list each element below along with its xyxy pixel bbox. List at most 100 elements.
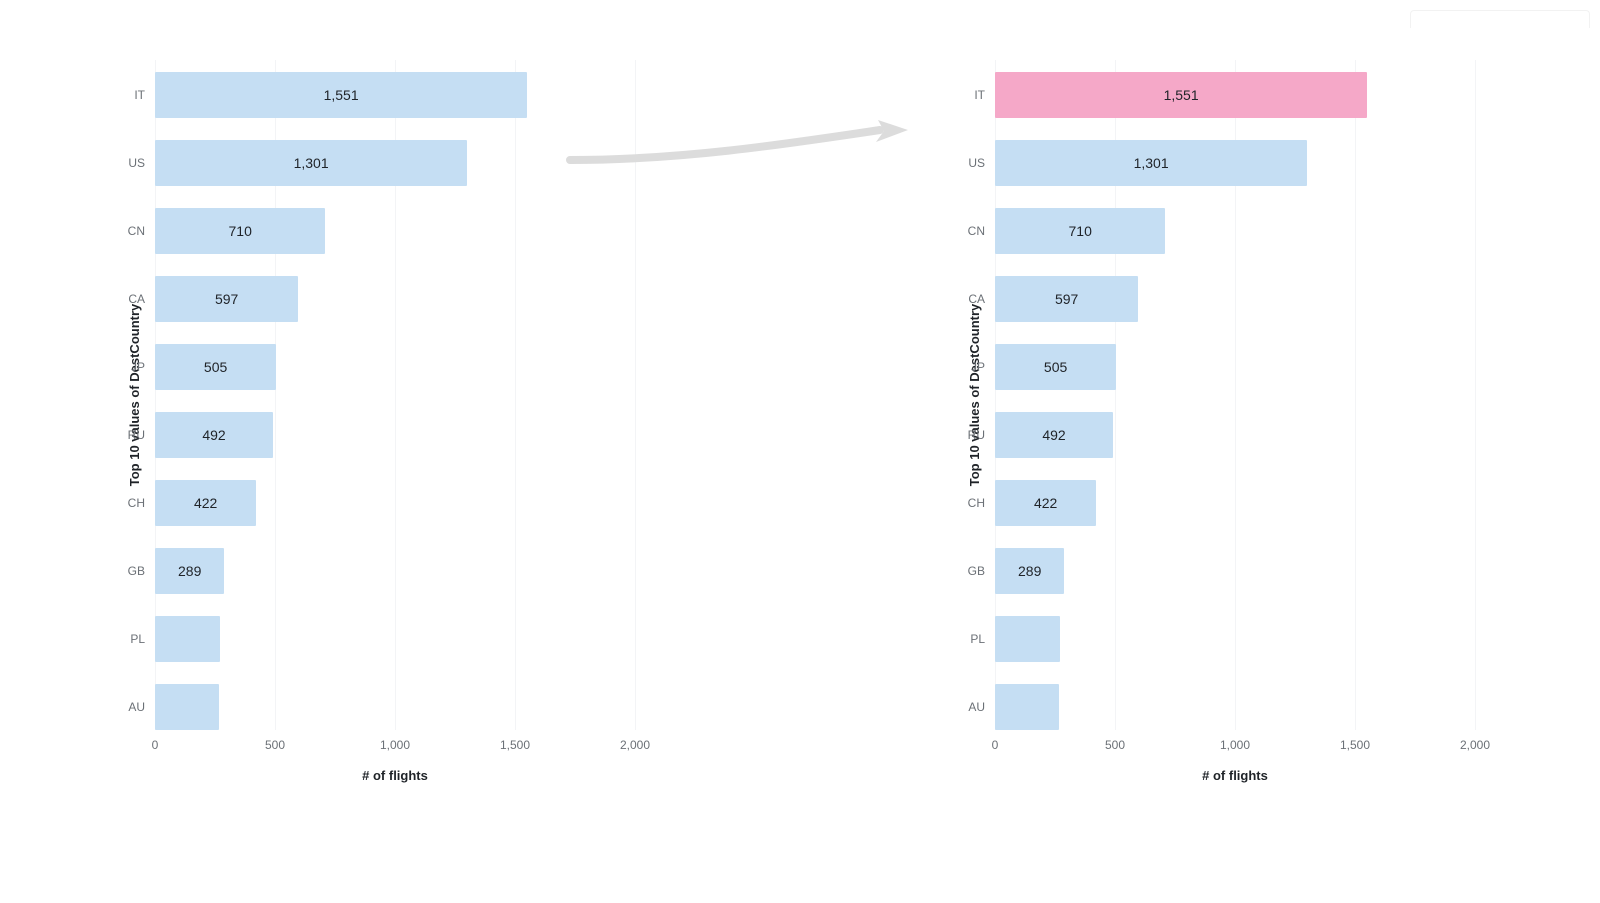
ytick-label: CN [128, 224, 145, 238]
chart-right: Top 10 values of DestCountry # of flight… [940, 60, 1475, 730]
arrow-icon [560, 100, 920, 190]
ytick-label: US [128, 156, 145, 170]
bar-value-label: 1,301 [294, 155, 329, 171]
chart-left-xlabel: # of flights [362, 768, 428, 783]
gridline [515, 60, 516, 730]
bar[interactable]: 710 [995, 208, 1165, 254]
ytick-label: AU [128, 700, 145, 714]
ytick-label: IT [134, 88, 145, 102]
chart-right-ylabel: Top 10 values of DestCountry [967, 304, 982, 487]
ytick-label: GB [968, 564, 985, 578]
bar-row: US1,301 [155, 140, 467, 186]
bar-value-label: 505 [204, 359, 227, 375]
bar-row: RU492 [995, 412, 1113, 458]
chart-right-xaxis: 05001,0001,5002,000 [995, 738, 1475, 758]
bar[interactable] [995, 684, 1059, 730]
bar-row: CH422 [995, 480, 1096, 526]
xtick-label: 1,000 [380, 738, 410, 752]
bar-value-label: 597 [215, 291, 238, 307]
gridline [1355, 60, 1356, 730]
canvas: Top 10 values of DestCountry # of flight… [0, 0, 1600, 903]
bar-row: PL [155, 616, 220, 662]
bar-value-label: 1,551 [1164, 87, 1199, 103]
bar-row: IT1,551 [995, 72, 1367, 118]
bar-value-label: 710 [1069, 223, 1092, 239]
bar-row: RU492 [155, 412, 273, 458]
bar-value-label: 289 [1018, 563, 1041, 579]
bar-value-label: 492 [202, 427, 225, 443]
bar-row: GB289 [995, 548, 1064, 594]
bar-value-label: 505 [1044, 359, 1067, 375]
bar-value-label: 1,551 [324, 87, 359, 103]
transition-arrow [560, 100, 920, 190]
chart-right-xlabel: # of flights [1202, 768, 1268, 783]
bar-value-label: 289 [178, 563, 201, 579]
bar[interactable]: 597 [995, 276, 1138, 322]
bar-row: CN710 [155, 208, 325, 254]
ytick-label: GB [128, 564, 145, 578]
xtick-label: 500 [1105, 738, 1125, 752]
bar-row: GB289 [155, 548, 224, 594]
ytick-label: CH [968, 496, 985, 510]
bar[interactable]: 1,301 [995, 140, 1307, 186]
ytick-label: US [968, 156, 985, 170]
ytick-label: AU [968, 700, 985, 714]
bar-value-label: 1,301 [1134, 155, 1169, 171]
bar-row: US1,301 [995, 140, 1307, 186]
bar-row: AU [155, 684, 219, 730]
xtick-label: 2,000 [1460, 738, 1490, 752]
bar[interactable]: 422 [995, 480, 1096, 526]
bar-row: IT1,551 [155, 72, 527, 118]
ytick-label: JP [971, 360, 985, 374]
bar-row: JP505 [995, 344, 1116, 390]
chart-left-xaxis: 05001,0001,5002,000 [155, 738, 635, 758]
bar-value-label: 710 [229, 223, 252, 239]
bar[interactable]: 505 [155, 344, 276, 390]
bar-value-label: 492 [1042, 427, 1065, 443]
ytick-label: RU [128, 428, 145, 442]
ytick-label: CN [968, 224, 985, 238]
xtick-label: 500 [265, 738, 285, 752]
bar-row: AU [995, 684, 1059, 730]
bar[interactable]: 597 [155, 276, 298, 322]
bar[interactable]: 422 [155, 480, 256, 526]
bar-row: CH422 [155, 480, 256, 526]
ytick-label: IT [974, 88, 985, 102]
bar-row: CA597 [155, 276, 298, 322]
xtick-label: 2,000 [620, 738, 650, 752]
ytick-label: CA [968, 292, 985, 306]
bar-row: CN710 [995, 208, 1165, 254]
bar[interactable]: 710 [155, 208, 325, 254]
ytick-label: PL [130, 632, 145, 646]
bar[interactable]: 492 [155, 412, 273, 458]
xtick-label: 0 [992, 738, 999, 752]
ytick-label: CA [128, 292, 145, 306]
ytick-label: CH [128, 496, 145, 510]
xtick-label: 0 [152, 738, 159, 752]
bar[interactable]: 492 [995, 412, 1113, 458]
bar[interactable]: 289 [155, 548, 224, 594]
xtick-label: 1,000 [1220, 738, 1250, 752]
bar-row: CA597 [995, 276, 1138, 322]
chart-right-plot: Top 10 values of DestCountry # of flight… [995, 60, 1475, 730]
bar[interactable] [155, 684, 219, 730]
ytick-label: PL [970, 632, 985, 646]
bar[interactable]: 1,551 [155, 72, 527, 118]
decorative-frame-edge [1410, 10, 1590, 28]
bar[interactable]: 505 [995, 344, 1116, 390]
bar-row: JP505 [155, 344, 276, 390]
bar[interactable]: 289 [995, 548, 1064, 594]
bar-value-label: 597 [1055, 291, 1078, 307]
bar[interactable] [155, 616, 220, 662]
xtick-label: 1,500 [1340, 738, 1370, 752]
ytick-label: JP [131, 360, 145, 374]
bar[interactable]: 1,551 [995, 72, 1367, 118]
bar[interactable]: 1,301 [155, 140, 467, 186]
bar-row: PL [995, 616, 1060, 662]
bar-value-label: 422 [1034, 495, 1057, 511]
ytick-label: RU [968, 428, 985, 442]
gridline [1475, 60, 1476, 730]
bar-value-label: 422 [194, 495, 217, 511]
bar[interactable] [995, 616, 1060, 662]
xtick-label: 1,500 [500, 738, 530, 752]
